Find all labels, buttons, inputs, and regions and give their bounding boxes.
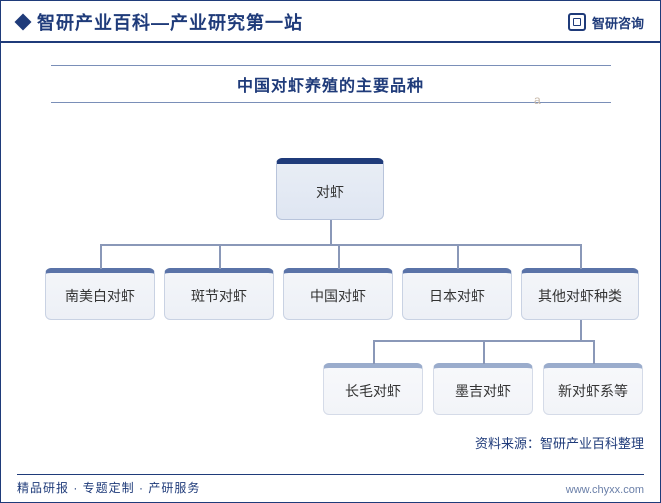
source-line: 资料来源：智研产业百科整理	[1, 433, 660, 452]
tree-level3-0: 长毛对虾	[323, 363, 423, 415]
tree-level3-2: 新对虾系等	[543, 363, 643, 415]
tree-diagram: 对虾南美白对虾斑节对虾中国对虾日本对虾其他对虾种类长毛对虾墨吉对虾新对虾系等	[1, 103, 660, 433]
header-bar: 智研产业百科—产业研究第一站 智研咨询	[1, 1, 660, 43]
header-brand: 智研咨询	[568, 13, 644, 32]
footer-left: 精品研报 · 专题定制 · 产研服务	[17, 479, 200, 496]
connector-v	[580, 320, 582, 341]
tree-level2-1: 斑节对虾	[164, 268, 274, 320]
connector-v	[100, 244, 102, 269]
header-left: 智研产业百科—产业研究第一站	[17, 9, 303, 35]
tree-level2-3: 日本对虾	[402, 268, 512, 320]
connector-h	[100, 244, 581, 246]
connector-v	[219, 244, 221, 269]
brand-name: 智研咨询	[592, 13, 644, 32]
connector-v	[580, 244, 582, 269]
connector-v	[457, 244, 459, 269]
connector-v	[483, 340, 485, 364]
brand-logo-icon	[568, 13, 586, 31]
tree-root: 对虾	[276, 158, 384, 220]
connector-v	[373, 340, 375, 364]
diamond-icon	[15, 14, 32, 31]
tree-level3-1: 墨吉对虾	[433, 363, 533, 415]
footer: 精品研报 · 专题定制 · 产研服务 www.chyxx.com	[1, 474, 660, 496]
connector-v	[330, 220, 332, 245]
footer-divider	[17, 474, 644, 475]
connector-v	[593, 340, 595, 364]
connector-v	[338, 244, 340, 269]
header-title: 智研产业百科—产业研究第一站	[37, 9, 303, 35]
chart-title: 中国对虾养殖的主要品种	[51, 65, 611, 103]
tree-level2-2: 中国对虾	[283, 268, 393, 320]
tree-level2-0: 南美白对虾	[45, 268, 155, 320]
footer-url: www.chyxx.com	[566, 484, 644, 496]
tree-level2-4: 其他对虾种类	[521, 268, 639, 320]
